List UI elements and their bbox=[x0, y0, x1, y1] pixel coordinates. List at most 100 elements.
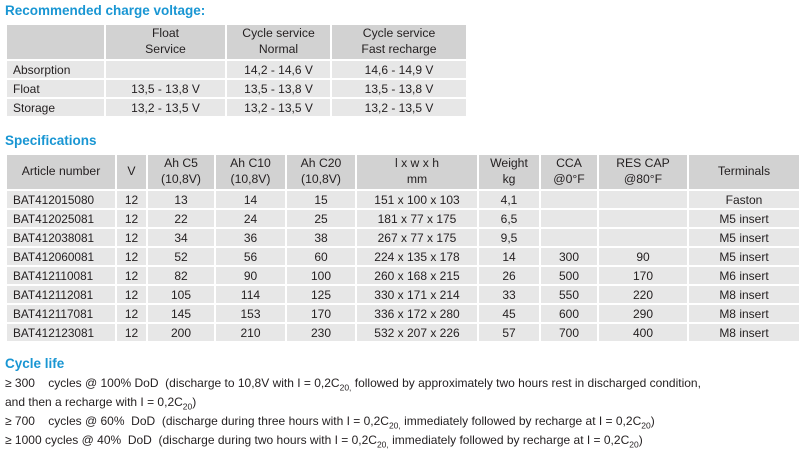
specifications-table-body: BAT412015080 12 13 14 15 151 x 100 x 103 4,1 Fa… bbox=[7, 191, 799, 341]
specifications-cell: 125 bbox=[287, 286, 355, 303]
charge-voltage-cell: 14,6 - 14,9 V bbox=[332, 61, 466, 78]
specifications-cell: 12 bbox=[117, 191, 146, 208]
specifications-cell: 4,1 bbox=[479, 191, 539, 208]
specifications-cell: 220 bbox=[599, 286, 687, 303]
specifications-title: Specifications bbox=[5, 133, 97, 148]
article-number-cell: BAT412025081 bbox=[7, 210, 115, 227]
specifications-cell: 500 bbox=[541, 267, 597, 284]
specifications-cell: 153 bbox=[216, 305, 285, 322]
charge-voltage-column-header: Cycle service Fast recharge bbox=[332, 25, 466, 59]
specifications-column-header: Weight kg bbox=[479, 155, 539, 189]
specifications-cell: 532 x 207 x 226 bbox=[357, 324, 477, 341]
specifications-column-header: Ah C10 (10,8V) bbox=[216, 155, 285, 189]
cycle-life-text: ≥ 300 cycles @ 100% DoD (discharge to 10… bbox=[5, 374, 805, 450]
specifications-cell: 6,5 bbox=[479, 210, 539, 227]
specifications-cell: 14 bbox=[479, 248, 539, 265]
charge-voltage-cell: 13,2 - 13,5 V bbox=[332, 99, 466, 116]
specifications-row: BAT412117081 12 145 153 170 336 x 172 x 280 45… bbox=[7, 305, 799, 322]
specifications-table-header: Article number V Ah C5 (10,8V) Ah C10 (10,8V)… bbox=[7, 155, 799, 189]
specifications-cell: M6 insert bbox=[689, 267, 799, 284]
specifications-column-header: CCA @0°F bbox=[541, 155, 597, 189]
specifications-cell: 57 bbox=[479, 324, 539, 341]
specifications-cell: 200 bbox=[148, 324, 214, 341]
charge-voltage-cell: 13,2 - 13,5 V bbox=[227, 99, 330, 116]
specifications-cell: 15 bbox=[287, 191, 355, 208]
charge-voltage-column-header: Cycle service Normal bbox=[227, 25, 330, 59]
specifications-cell: Faston bbox=[689, 191, 799, 208]
specifications-cell: 24 bbox=[216, 210, 285, 227]
specifications-column-header: Ah C20 (10,8V) bbox=[287, 155, 355, 189]
cycle-life-line: ≥ 300 cycles @ 100% DoD (discharge to 10… bbox=[5, 376, 701, 393]
charge-voltage-column-header bbox=[7, 25, 104, 59]
specifications-row: BAT412015080 12 13 14 15 151 x 100 x 103 4,1 Fa… bbox=[7, 191, 799, 208]
specifications-cell: 82 bbox=[148, 267, 214, 284]
charge-voltage-column-header: Float Service bbox=[106, 25, 225, 59]
charge-voltage-row: Absorption 14,2 - 14,6 V 14,6 - 14,9 V bbox=[7, 61, 466, 78]
specifications-cell bbox=[599, 191, 687, 208]
specifications-cell: 45 bbox=[479, 305, 539, 322]
specifications-cell: 12 bbox=[117, 286, 146, 303]
cycle-life-line: ≥ 1000 cycles @ 40% DoD (discharge durin… bbox=[5, 433, 643, 450]
specifications-cell: 210 bbox=[216, 324, 285, 341]
specifications-row: BAT412112081 12 105 114 125 330 x 171 x 214 33… bbox=[7, 286, 799, 303]
specifications-cell: 25 bbox=[287, 210, 355, 227]
cycle-life-line: and then a recharge with I = 0,2C20) bbox=[5, 395, 197, 412]
specifications-cell: M8 insert bbox=[689, 286, 799, 303]
charge-voltage-table: Float Service Cycle service Normal Cycle ser… bbox=[5, 23, 468, 118]
charge-voltage-cell: 13,5 - 13,8 V bbox=[106, 80, 225, 97]
specifications-cell: 22 bbox=[148, 210, 214, 227]
specifications-cell: 36 bbox=[216, 229, 285, 246]
charge-voltage-row: Float 13,5 - 13,8 V 13,5 - 13,8 V 13,5 - 13… bbox=[7, 80, 466, 97]
specifications-column-header: Ah C5 (10,8V) bbox=[148, 155, 214, 189]
cycle-life-title: Cycle life bbox=[5, 356, 65, 371]
specifications-cell: 181 x 77 x 175 bbox=[357, 210, 477, 227]
specifications-cell: M5 insert bbox=[689, 229, 799, 246]
specifications-cell: 90 bbox=[216, 267, 285, 284]
specifications-cell: 700 bbox=[541, 324, 597, 341]
specifications-cell: 26 bbox=[479, 267, 539, 284]
charge-voltage-row-label: Float bbox=[7, 80, 104, 97]
specifications-cell: M8 insert bbox=[689, 305, 799, 322]
specifications-row: BAT412060081 12 52 56 60 224 x 135 x 178 14 300… bbox=[7, 248, 799, 265]
charge-voltage-cell: 13,5 - 13,8 V bbox=[227, 80, 330, 97]
specifications-column-header: Article number bbox=[7, 155, 115, 189]
specifications-cell: 60 bbox=[287, 248, 355, 265]
specifications-table: Article number V Ah C5 (10,8V) Ah C10 (10,8V)… bbox=[5, 153, 801, 343]
specifications-cell bbox=[541, 229, 597, 246]
charge-voltage-title: Recommended charge voltage: bbox=[5, 3, 206, 18]
specifications-header-row: Article number V Ah C5 (10,8V) Ah C10 (10,8V)… bbox=[7, 155, 799, 189]
specifications-cell: 224 x 135 x 178 bbox=[357, 248, 477, 265]
article-number-cell: BAT412015080 bbox=[7, 191, 115, 208]
specifications-cell: 9,5 bbox=[479, 229, 539, 246]
charge-voltage-table-body: Absorption 14,2 - 14,6 V 14,6 - 14,9 V Floa… bbox=[7, 61, 466, 116]
specifications-cell: 330 x 171 x 214 bbox=[357, 286, 477, 303]
specifications-cell: 13 bbox=[148, 191, 214, 208]
article-number-cell: BAT412060081 bbox=[7, 248, 115, 265]
specifications-cell bbox=[599, 210, 687, 227]
specifications-cell: 14 bbox=[216, 191, 285, 208]
specifications-cell bbox=[541, 210, 597, 227]
specifications-cell: 105 bbox=[148, 286, 214, 303]
article-number-cell: BAT412038081 bbox=[7, 229, 115, 246]
charge-voltage-row-label: Absorption bbox=[7, 61, 104, 78]
specifications-cell: 114 bbox=[216, 286, 285, 303]
specifications-cell: 300 bbox=[541, 248, 597, 265]
specifications-row: BAT412038081 12 34 36 38 267 x 77 x 175 9,5 M5 … bbox=[7, 229, 799, 246]
specifications-cell: 12 bbox=[117, 324, 146, 341]
specifications-cell: 260 x 168 x 215 bbox=[357, 267, 477, 284]
specifications-cell: 34 bbox=[148, 229, 214, 246]
specifications-cell: 12 bbox=[117, 305, 146, 322]
article-number-cell: BAT412117081 bbox=[7, 305, 115, 322]
charge-voltage-cell bbox=[106, 61, 225, 78]
charge-voltage-table-header: Float Service Cycle service Normal Cycle ser… bbox=[7, 25, 466, 59]
article-number-cell: BAT412123081 bbox=[7, 324, 115, 341]
specifications-cell: 90 bbox=[599, 248, 687, 265]
specifications-cell: 267 x 77 x 175 bbox=[357, 229, 477, 246]
specifications-cell: 12 bbox=[117, 248, 146, 265]
specifications-cell: 230 bbox=[287, 324, 355, 341]
specifications-column-header: V bbox=[117, 155, 146, 189]
specifications-cell: 170 bbox=[287, 305, 355, 322]
specifications-cell: 33 bbox=[479, 286, 539, 303]
specifications-column-header: l x w x h mm bbox=[357, 155, 477, 189]
article-number-cell: BAT412112081 bbox=[7, 286, 115, 303]
